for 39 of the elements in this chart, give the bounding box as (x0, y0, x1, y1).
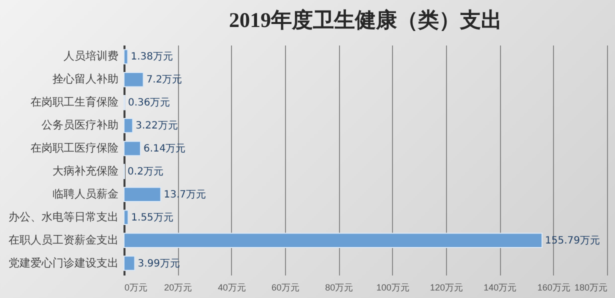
data-label: 6.14万元 (143, 144, 186, 155)
data-label: 1.55万元 (131, 212, 174, 224)
bar (124, 118, 134, 134)
bar (124, 210, 129, 225)
data-label: 1.38万元 (130, 52, 173, 63)
bar (124, 72, 144, 88)
bar (124, 49, 128, 64)
x-tick-label: 60万元 (271, 282, 300, 292)
y-tick-label: 大病补充保险 (52, 164, 118, 178)
data-label: 155.79万元 (545, 235, 600, 246)
x-tick-label: 40万元 (218, 282, 246, 292)
bar (124, 232, 543, 248)
data-label: 3.99万元 (138, 258, 180, 270)
y-tick-label: 人员培训费 (64, 50, 118, 63)
bar (124, 140, 141, 156)
x-tick-label: 100万元 (376, 282, 410, 292)
bar (124, 256, 136, 271)
x-tick-label: 160万元 (537, 282, 570, 292)
x-tick-label: 180万元 (574, 282, 608, 292)
x-tick-label: 0万元 (124, 282, 148, 292)
data-label: 13.7万元 (164, 189, 206, 200)
data-label: 0.2万元 (128, 166, 164, 178)
y-tick-label: 党建爱心门诊建设支出 (8, 256, 118, 270)
data-label: 7.2万元 (146, 74, 182, 86)
y-tick-label: 拴心留人补助 (52, 72, 118, 86)
chart-title: 2019年度卫生健康（类）支出 (229, 8, 502, 32)
data-label: 3.22万元 (136, 120, 178, 132)
y-tick-label: 办公、水电等日常支出 (8, 210, 118, 224)
x-tick-label: 20万元 (164, 282, 192, 292)
x-tick-label: 140万元 (484, 282, 517, 292)
x-tick-label: 120万元 (430, 282, 464, 292)
y-tick-label: 公务员医疗补助 (42, 118, 118, 132)
y-tick-label: 在岗职工医疗保险 (30, 142, 118, 155)
y-tick-label: 临聘人员薪金 (52, 187, 118, 200)
data-label: 0.36万元 (128, 98, 170, 109)
x-tick-label: 80万元 (325, 282, 354, 292)
y-tick-label: 在职人员工资薪金支出 (8, 233, 118, 246)
bar (124, 186, 162, 202)
y-tick-label: 在岗职工生育保险 (30, 96, 118, 109)
